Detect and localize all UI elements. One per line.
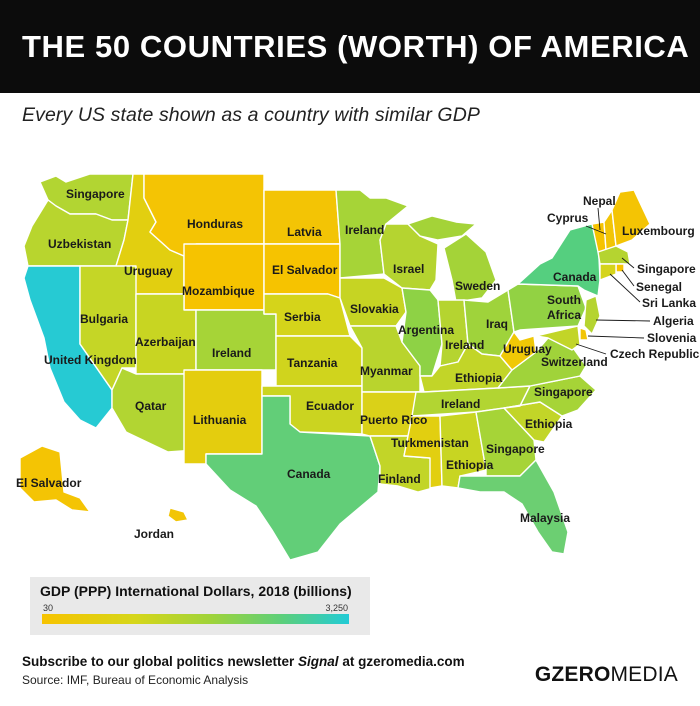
state-CT	[599, 263, 617, 281]
label-al: Ethiopia	[446, 458, 494, 472]
label-ct: Sri Lanka	[642, 296, 696, 310]
page-title: THE 50 COUNTRIES (WORTH) OF AMERICA	[22, 28, 690, 64]
label-hi: Jordan	[134, 527, 174, 541]
legend-color-ramp	[42, 614, 349, 624]
state-AK	[19, 445, 91, 513]
label-ms: Finland	[378, 472, 421, 486]
label-il: Argentina	[398, 323, 454, 337]
label-md: Czech Republic	[610, 347, 700, 361]
brand-bold: GZERO	[534, 663, 611, 686]
newsletter-suffix: at gzeromedia.com	[338, 654, 465, 669]
label-mo: Myanmar	[360, 364, 413, 378]
label-mt: Honduras	[187, 217, 243, 231]
us-states-map: Singapore Uzbekistan United Kingdom Urug…	[16, 173, 700, 561]
state-IA	[339, 277, 407, 327]
state-MI	[443, 233, 497, 303]
state-TX	[205, 395, 381, 561]
legend-title: GDP (PPP) International Dollars, 2018 (b…	[40, 583, 352, 599]
label-oh: Ireland	[445, 338, 484, 352]
leader-lines	[575, 207, 651, 355]
label-sd: El Salvador	[272, 263, 338, 277]
label-ut: Azerbaijan	[135, 335, 196, 349]
label-wv: Uruguay	[503, 342, 552, 356]
label-or: Uzbekistan	[48, 237, 111, 251]
label-az: Qatar	[135, 399, 167, 413]
label-nv: Bulgaria	[80, 312, 128, 326]
label-sc: Ethiopia	[525, 417, 573, 431]
label-ca: United Kingdom	[44, 353, 137, 367]
label-ma: Singapore	[637, 262, 696, 276]
label-wa: Singapore	[66, 187, 125, 201]
label-ia: Slovakia	[350, 302, 399, 316]
label-de: Slovenia	[647, 331, 697, 345]
label-mn: Ireland	[345, 223, 384, 237]
label-ok: Ecuador	[306, 399, 354, 413]
state-CO	[195, 309, 277, 371]
label-nm: Lithuania	[193, 413, 247, 427]
label-ks: Tanzania	[287, 356, 338, 370]
page-subtitle: Every US state shown as a country with s…	[22, 104, 480, 126]
label-la: Turkmenistan	[391, 436, 469, 450]
newsletter-name: Signal	[298, 654, 339, 669]
label-ky: Ethiopia	[455, 371, 503, 385]
leader-singapore-ma	[621, 257, 635, 269]
legend-max-label: 3,250	[325, 603, 348, 613]
label-ny: Canada	[553, 270, 597, 284]
state-VA	[497, 337, 587, 389]
label-nh: Cyprus	[547, 211, 589, 225]
label-wy: Mozambique	[182, 284, 255, 298]
label-co: Ireland	[212, 346, 251, 360]
label-id: Uruguay	[124, 264, 173, 278]
label-va: Switzerland	[541, 355, 608, 369]
state-DE	[579, 327, 589, 341]
brand-light: MEDIA	[610, 663, 678, 686]
label-nc: Singapore	[534, 385, 593, 399]
label-pa-1: South	[547, 293, 581, 307]
label-ri: Senegal	[636, 280, 682, 294]
label-nd: Latvia	[287, 225, 322, 239]
state-NJ	[583, 295, 601, 335]
legend: GDP (PPP) International Dollars, 2018 (b…	[30, 577, 370, 635]
state-FL	[457, 459, 569, 555]
state-MI-upper	[407, 215, 477, 241]
label-in: Iraq	[486, 317, 508, 331]
label-wi: Israel	[393, 262, 424, 276]
leader-srilanka	[609, 273, 641, 303]
label-nj: Algeria	[653, 314, 694, 328]
leader-algeria	[595, 319, 651, 322]
label-ar: Puerto Rico	[360, 413, 427, 427]
label-mi: Sweden	[455, 279, 500, 293]
leader-nepal	[597, 207, 601, 231]
country-labels: Singapore Uzbekistan United Kingdom Urug…	[16, 187, 700, 541]
newsletter-line: Subscribe to our global politics newslet…	[22, 654, 465, 669]
label-me: Luxembourg	[622, 224, 695, 238]
gzero-logo: GZEROMEDIA	[535, 663, 678, 687]
label-pa-2: Africa	[547, 308, 581, 322]
label-tx: Canada	[287, 467, 331, 481]
label-ak: El Salvador	[16, 476, 82, 490]
label-tn: Ireland	[441, 397, 480, 411]
leader-senegal	[621, 269, 635, 287]
label-ga: Singapore	[486, 442, 545, 456]
state-MA	[597, 245, 631, 265]
label-fl: Malaysia	[520, 511, 570, 525]
state-MD	[535, 325, 581, 351]
label-ne: Serbia	[284, 310, 321, 324]
leader-cyprus	[585, 225, 607, 235]
label-vt: Nepal	[583, 194, 616, 208]
newsletter-prefix: Subscribe to our global politics newslet…	[22, 654, 299, 669]
title-bar: THE 50 COUNTRIES (WORTH) OF AMERICA	[0, 0, 700, 93]
source-line: Source: IMF, Bureau of Economic Analysis	[22, 673, 249, 687]
state-AZ	[111, 367, 197, 453]
legend-min-label: 30	[43, 603, 54, 613]
state-shapes	[19, 173, 651, 561]
leader-czech	[575, 343, 607, 355]
state-WY	[183, 243, 265, 311]
leader-slovenia	[587, 335, 645, 339]
state-HI	[167, 507, 189, 523]
state-MO	[349, 325, 421, 393]
